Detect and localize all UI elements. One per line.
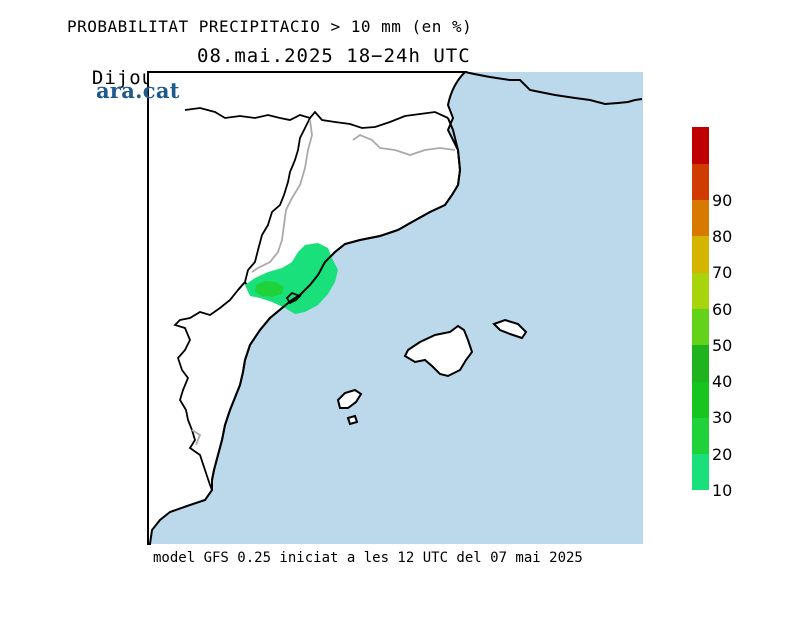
legend-swatch: [692, 163, 709, 201]
probability-legend: [692, 127, 710, 491]
legend-swatch: [692, 127, 709, 164]
catalan-coastline: [211, 117, 462, 490]
legend-swatch: [692, 199, 709, 237]
legend-swatch: [692, 272, 709, 309]
northern-coastline: [464, 71, 643, 106]
legend-label: 90: [712, 190, 733, 210]
legend-label: 80: [712, 226, 733, 246]
legend-swatch: [692, 308, 709, 346]
ibiza-island: [336, 388, 363, 409]
legend-label: 10: [712, 481, 733, 500]
legend-swatch: [692, 344, 709, 382]
map-title: PROBABILITAT PRECIPITACIO > 10 mm (en %): [67, 17, 473, 36]
legend-label: 60: [712, 299, 733, 319]
legend-swatch: [692, 417, 709, 455]
precip-prob-20: [255, 281, 284, 297]
model-info-footer: model GFS 0.25 iniciat a les 12 UTC del …: [153, 550, 583, 566]
forecast-datetime: 08.mai.2025 18−24h UTC: [197, 45, 471, 67]
menorca-island: [492, 318, 528, 340]
western-border: [244, 117, 311, 291]
valencia-border: [173, 281, 246, 491]
legend-label: 40: [712, 372, 733, 392]
province-borders: [191, 119, 456, 446]
ara-cat-logo: ara.cat: [96, 78, 180, 103]
legend-label: 70: [712, 263, 733, 283]
mallorca-island: [403, 324, 474, 378]
legend-label: 30: [712, 408, 733, 428]
legend-label: 20: [712, 444, 733, 464]
legend-swatch: [692, 381, 709, 418]
legend-label: 50: [712, 335, 733, 355]
legend-swatch: [692, 235, 709, 273]
formentera-island: [346, 414, 359, 426]
pyrenees-border: [184, 107, 449, 129]
legend-swatch: [692, 453, 709, 491]
land-outline-overlay: [237, 281, 302, 305]
